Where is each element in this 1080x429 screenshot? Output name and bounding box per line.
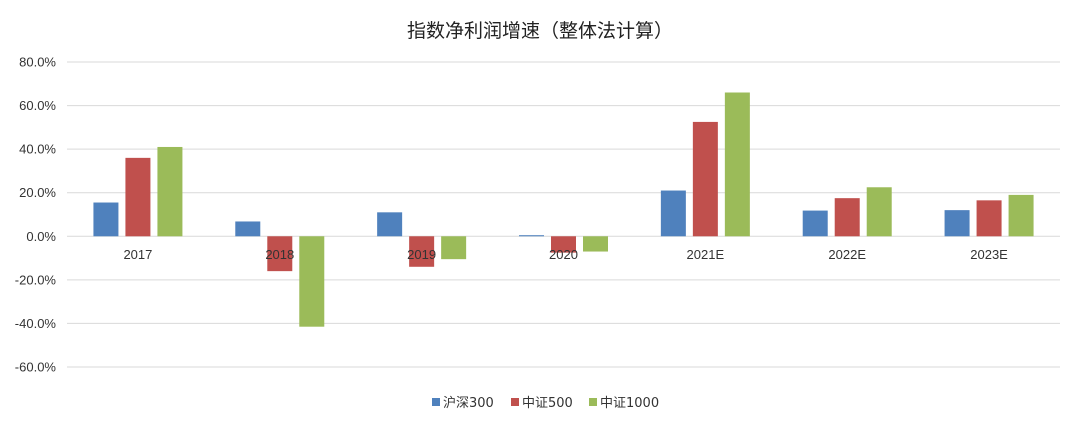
legend: 沪深300 中证500 中证1000 xyxy=(432,395,659,411)
bar xyxy=(551,236,576,253)
legend-label: 中证1000 xyxy=(600,396,659,411)
bar xyxy=(125,157,151,237)
gridlines xyxy=(67,61,1060,368)
legend-swatch xyxy=(589,398,597,406)
bar xyxy=(692,121,718,237)
bar xyxy=(583,236,608,252)
bar xyxy=(976,200,1002,237)
x-category-label: 2018 xyxy=(265,247,294,262)
y-tick-label: 60.0% xyxy=(19,98,56,113)
bar xyxy=(660,190,686,237)
legend-swatch xyxy=(511,398,519,406)
bar xyxy=(235,221,261,237)
chart-title: 指数净利润增速（整体法计算） xyxy=(407,20,673,42)
legend-label: 沪深300 xyxy=(443,395,494,411)
bar xyxy=(93,202,119,237)
bar xyxy=(802,210,828,237)
bar xyxy=(519,235,544,237)
bar xyxy=(1008,194,1034,237)
x-category-label: 2020 xyxy=(549,247,578,262)
x-axis-category-labels: 2017 2018 2019 2020 2021E 2022E 2023E xyxy=(123,247,1008,262)
bar xyxy=(866,187,892,237)
bar xyxy=(409,236,435,267)
bar xyxy=(724,92,750,237)
bar xyxy=(441,236,467,260)
y-tick-label: -60.0% xyxy=(15,360,57,375)
y-tick-label: 40.0% xyxy=(19,142,56,157)
x-category-label: 2019 xyxy=(407,247,436,262)
x-category-label: 2021E xyxy=(687,247,725,262)
y-axis-tick-labels: 80.0% 60.0% 40.0% 20.0% 0.0% -20.0% -40.0% -60.… xyxy=(15,55,57,375)
bars xyxy=(93,92,1034,327)
bar xyxy=(834,198,860,237)
y-tick-label: 0.0% xyxy=(26,229,56,244)
x-category-label: 2022E xyxy=(828,247,866,262)
x-category-label: 2023E xyxy=(970,247,1008,262)
bar xyxy=(157,146,183,237)
y-tick-label: -40.0% xyxy=(15,316,57,331)
legend-label: 中证500 xyxy=(522,396,573,411)
bar xyxy=(267,236,293,272)
legend-swatch xyxy=(432,398,440,406)
y-tick-label: 80.0% xyxy=(19,55,56,70)
bar xyxy=(299,236,325,327)
y-tick-label: 20.0% xyxy=(19,185,56,200)
y-tick-label: -20.0% xyxy=(15,272,57,287)
bar xyxy=(944,210,970,237)
bar xyxy=(377,212,403,237)
x-category-label: 2017 xyxy=(123,247,152,262)
